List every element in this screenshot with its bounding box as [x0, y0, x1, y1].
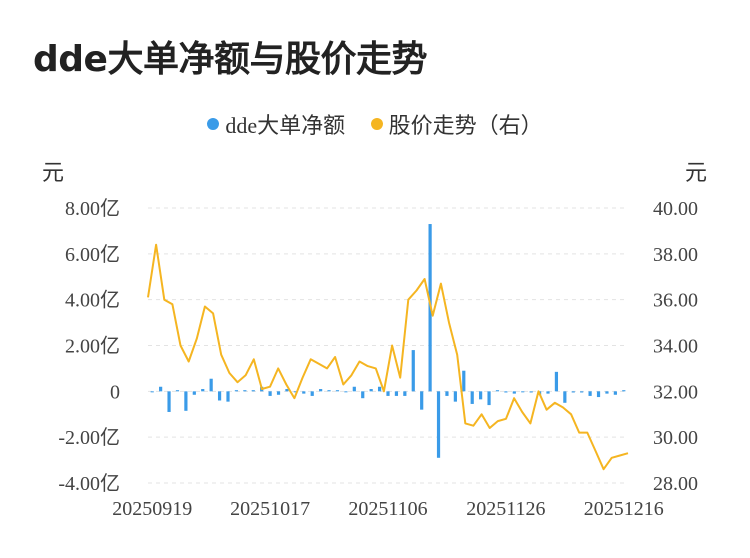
dde-bar[interactable]	[605, 391, 609, 394]
dde-bar[interactable]	[310, 391, 314, 396]
left-tick-label: 2.00亿	[65, 335, 120, 358]
right-tick-label: 32.00	[653, 381, 698, 403]
dde-bar[interactable]	[319, 389, 323, 392]
left-tick-label: 4.00亿	[65, 289, 120, 312]
dde-bar[interactable]	[276, 391, 281, 395]
dde-bar[interactable]	[453, 391, 457, 402]
dde-bar[interactable]	[394, 391, 399, 396]
x-tick-label: 20251126	[466, 498, 545, 520]
dde-bar[interactable]	[327, 390, 331, 392]
dde-bar[interactable]	[175, 390, 180, 392]
dde-bar[interactable]	[462, 370, 466, 392]
dde-bar[interactable]	[487, 391, 491, 406]
dde-bar[interactable]	[293, 391, 297, 393]
dde-bar[interactable]	[369, 389, 373, 392]
dde-bar[interactable]	[504, 391, 508, 393]
right-axis-labels: 40.00 38.00 36.00 34.00 32.00 30.00 28.00	[653, 198, 698, 495]
dde-bar[interactable]	[546, 391, 550, 394]
right-tick-label: 30.00	[653, 427, 698, 449]
dde-bar[interactable]	[420, 391, 424, 410]
dde-bar[interactable]	[445, 391, 449, 396]
dde-bar[interactable]	[563, 391, 567, 403]
x-axis-labels: 20250919 20251017 20251106 20251126 20251216	[112, 498, 664, 520]
legend: dde大单净额 股价走势（右）	[0, 108, 750, 140]
dde-bar[interactable]	[167, 391, 171, 412]
price-polyline[interactable]	[147, 243, 629, 471]
right-tick-label: 34.00	[653, 336, 698, 358]
dde-bar[interactable]	[571, 391, 575, 393]
dde-bar[interactable]	[209, 378, 213, 392]
dde-bar[interactable]	[352, 386, 356, 392]
right-tick-label: 40.00	[653, 198, 698, 220]
dde-bar[interactable]	[201, 389, 205, 392]
dde-bar[interactable]	[470, 391, 474, 404]
dde-bar[interactable]	[268, 391, 272, 396]
x-tick-label: 20251216	[584, 498, 664, 520]
dde-bar[interactable]	[521, 391, 525, 393]
dde-bar[interactable]	[344, 391, 348, 393]
dde-bar[interactable]	[495, 390, 500, 392]
right-tick-label: 38.00	[653, 244, 698, 266]
right-axis-unit: 元	[685, 160, 708, 185]
dde-bar[interactable]	[411, 350, 415, 392]
dde-bar[interactable]	[226, 391, 230, 402]
left-tick-label: 0	[110, 381, 120, 403]
legend-item-dde[interactable]: dde大单净额	[207, 108, 345, 140]
left-tick-label: 6.00亿	[65, 243, 120, 266]
dde-bar[interactable]	[580, 391, 584, 393]
legend-dot-price	[370, 118, 383, 130]
right-tick-label: 28.00	[653, 473, 698, 495]
left-tick-label: 8.00亿	[65, 197, 120, 220]
dde-bar[interactable]	[596, 391, 601, 398]
legend-dot-dde	[207, 118, 220, 130]
left-axis-labels: 8.00亿 6.00亿 4.00亿 2.00亿 0 -2.00亿 -4.00亿	[58, 197, 120, 495]
dde-bar[interactable]	[192, 391, 196, 395]
dde-bar[interactable]	[217, 391, 222, 401]
dde-bar[interactable]	[361, 391, 365, 399]
dde-bars	[150, 224, 626, 458]
legend-label-dde: dde大单净额	[225, 113, 346, 138]
dde-bar[interactable]	[613, 391, 617, 395]
x-tick-label: 20250919	[112, 498, 192, 520]
dde-bar[interactable]	[243, 390, 247, 392]
dde-bar[interactable]	[529, 391, 533, 393]
right-tick-label: 36.00	[653, 290, 698, 312]
dde-bar[interactable]	[302, 391, 306, 394]
dde-bar[interactable]	[436, 391, 441, 458]
price-line	[147, 243, 629, 471]
dde-bar[interactable]	[251, 390, 255, 392]
left-axis-unit: 元	[42, 160, 65, 185]
x-tick-label: 20251017	[230, 498, 310, 520]
dde-bar[interactable]	[234, 390, 239, 392]
dde-bar[interactable]	[159, 386, 163, 392]
dde-bar[interactable]	[335, 390, 340, 392]
dde-bar[interactable]	[403, 391, 407, 396]
dde-bar[interactable]	[377, 386, 382, 392]
dde-bar[interactable]	[285, 389, 289, 392]
dde-bar[interactable]	[512, 391, 516, 394]
chart-title: dde大单净额与股价走势	[33, 39, 427, 80]
dde-bar[interactable]	[554, 371, 559, 392]
legend-item-price[interactable]: 股价走势（右）	[370, 108, 543, 140]
dde-bar[interactable]	[588, 391, 592, 396]
dde-bar[interactable]	[386, 391, 390, 396]
left-tick-label: -4.00亿	[58, 472, 120, 495]
dde-bar[interactable]	[184, 391, 188, 411]
dde-bar[interactable]	[479, 391, 483, 400]
legend-label-price: 股价走势（右）	[388, 113, 543, 138]
dde-bar[interactable]	[622, 390, 626, 392]
dde-bar[interactable]	[150, 391, 154, 393]
left-tick-label: -2.00亿	[58, 426, 120, 449]
x-tick-label: 20251106	[348, 498, 427, 520]
